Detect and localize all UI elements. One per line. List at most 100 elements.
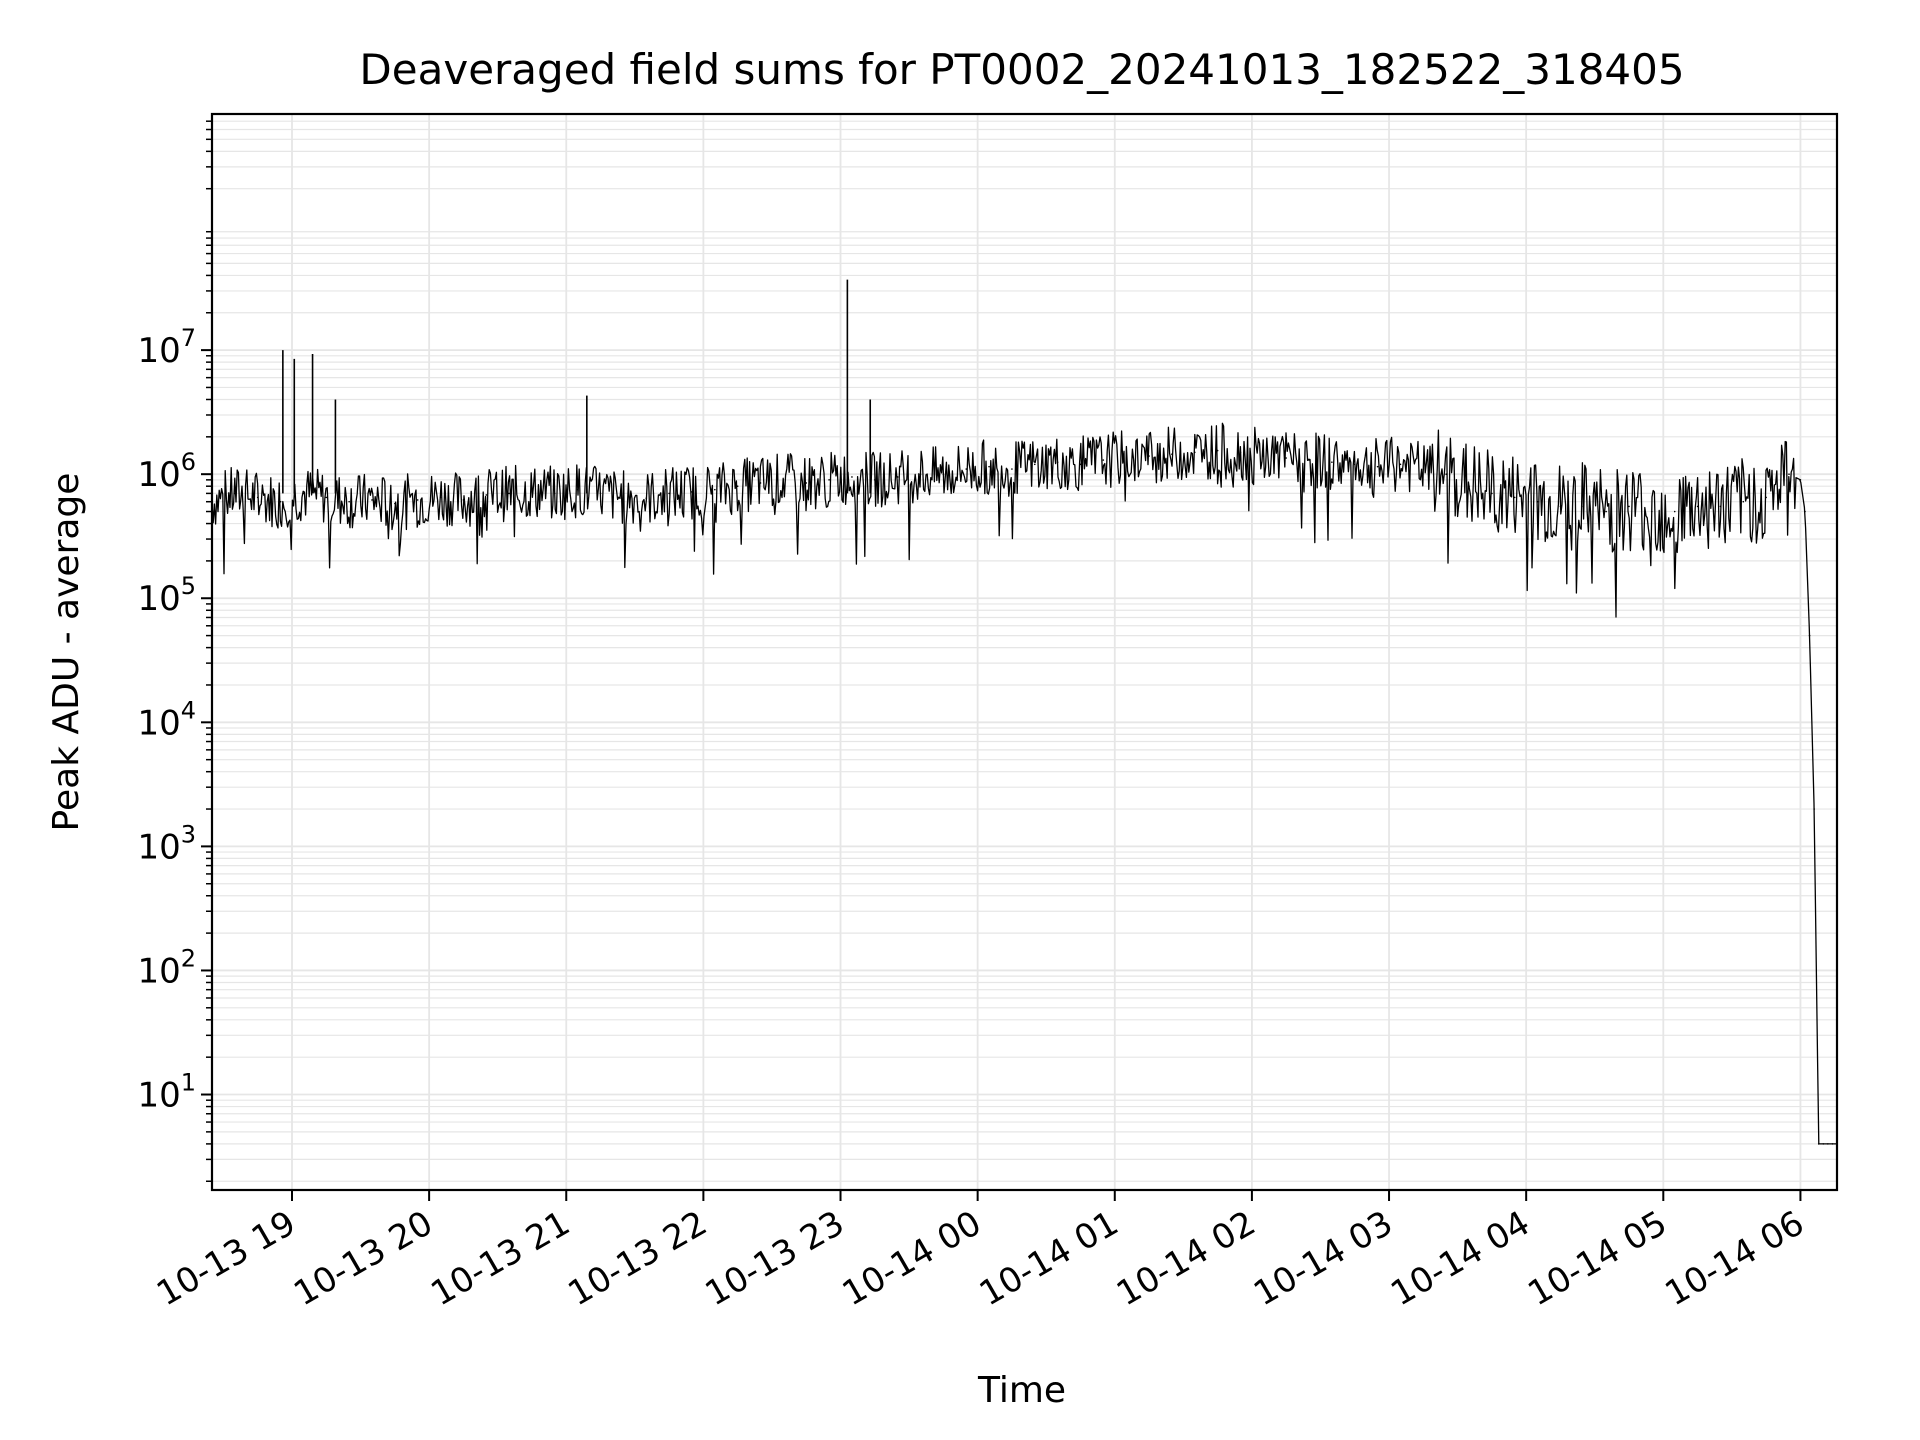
series-point xyxy=(1331,461,1333,463)
series-point xyxy=(1605,510,1607,513)
grid-layer xyxy=(212,114,1837,1190)
series-point xyxy=(439,496,442,499)
y-tick-label-base: 10 xyxy=(137,331,180,371)
series-point xyxy=(965,468,968,470)
series-point xyxy=(1102,459,1105,461)
series-point xyxy=(736,485,739,488)
y-tick-label-exponent: 3 xyxy=(181,820,196,848)
series-point xyxy=(1827,1143,1829,1145)
series-layer xyxy=(211,279,1838,1145)
series-line xyxy=(211,422,1837,1145)
series-point xyxy=(1673,510,1676,513)
series-point xyxy=(782,479,785,481)
series-point xyxy=(645,497,648,500)
series-point xyxy=(554,492,556,495)
series-point xyxy=(759,482,762,484)
series-point xyxy=(1491,492,1493,495)
series-point xyxy=(1079,463,1082,466)
series-point xyxy=(942,473,945,475)
series-point xyxy=(1742,500,1745,503)
y-axis-label: Peak ADU - average xyxy=(46,473,87,832)
series-point xyxy=(1148,455,1150,457)
series-point xyxy=(1817,1143,1820,1145)
series-point xyxy=(1765,496,1767,499)
series-point xyxy=(1285,457,1287,459)
series-point xyxy=(1422,468,1425,470)
y-tick-label-exponent: 4 xyxy=(181,696,196,724)
series-point xyxy=(1056,461,1059,463)
y-tick-label-exponent: 6 xyxy=(181,448,196,476)
y-tick-label-exponent: 1 xyxy=(181,1069,196,1097)
series-point xyxy=(1559,505,1562,508)
y-tick-label: 105 xyxy=(137,572,196,619)
series-point xyxy=(531,491,533,493)
series-point xyxy=(256,496,259,499)
series-point xyxy=(1033,463,1036,466)
y-tick-label: 101 xyxy=(137,1069,196,1116)
y-tick-label: 107 xyxy=(137,324,196,371)
y-tick-label: 103 xyxy=(137,820,196,867)
series-point xyxy=(1788,473,1790,475)
series-point xyxy=(714,488,716,491)
series-point xyxy=(1171,453,1173,455)
x-axis-label: Time xyxy=(977,1370,1066,1411)
series-point xyxy=(851,476,853,478)
series-point xyxy=(1125,457,1128,459)
y-tick-label: 106 xyxy=(137,448,196,495)
series-point xyxy=(1628,505,1630,508)
series-point xyxy=(348,500,350,503)
series-point xyxy=(1376,465,1379,468)
series-point xyxy=(896,476,899,478)
series-point xyxy=(1239,451,1242,454)
y-tick-label-exponent: 5 xyxy=(181,572,196,600)
series-point xyxy=(416,499,419,501)
y-tick-label-exponent: 7 xyxy=(181,324,196,352)
series-point xyxy=(462,499,465,501)
series-point xyxy=(1651,510,1653,513)
y-tick-label: 102 xyxy=(137,944,196,991)
series-point xyxy=(873,479,876,481)
series-point xyxy=(1513,496,1516,499)
series-point xyxy=(599,492,602,495)
series-point xyxy=(394,502,396,505)
y-tick-label-base: 10 xyxy=(137,455,180,495)
series-point xyxy=(1353,463,1356,466)
series-point xyxy=(1822,1143,1825,1145)
series-point xyxy=(1399,463,1402,466)
series-point xyxy=(1582,505,1585,508)
y-tick-label-base: 10 xyxy=(137,579,180,619)
series-point xyxy=(691,491,693,493)
series-point xyxy=(1193,451,1196,454)
series-point xyxy=(1799,479,1802,481)
series-point xyxy=(1813,808,1815,810)
series-point xyxy=(234,492,236,495)
series-point xyxy=(1262,455,1265,457)
series-point xyxy=(302,492,305,495)
series-point xyxy=(1536,500,1539,503)
series-point xyxy=(485,494,488,496)
series-point xyxy=(988,465,990,468)
series-point xyxy=(576,488,579,491)
series-point xyxy=(279,500,282,503)
series-point xyxy=(1308,459,1310,461)
series-point xyxy=(919,473,922,475)
series-point xyxy=(828,479,830,481)
series-point xyxy=(1696,505,1699,508)
series-point xyxy=(508,492,510,495)
y-tick-label-base: 10 xyxy=(137,951,180,991)
series-point xyxy=(371,499,373,501)
series-point xyxy=(1808,634,1811,637)
series-point xyxy=(668,492,670,495)
y-tick-label-exponent: 2 xyxy=(181,944,196,972)
y-tick-label-base: 10 xyxy=(137,827,180,867)
series-point xyxy=(1468,485,1470,488)
series-point xyxy=(1445,473,1447,475)
chart-title: Deaveraged field sums for PT0002_2024101… xyxy=(359,45,1684,94)
y-tick-label-base: 10 xyxy=(137,703,180,743)
plot-frame xyxy=(210,112,1839,1192)
series-point xyxy=(325,496,328,499)
series-point xyxy=(805,482,808,484)
series-point xyxy=(1719,505,1722,508)
